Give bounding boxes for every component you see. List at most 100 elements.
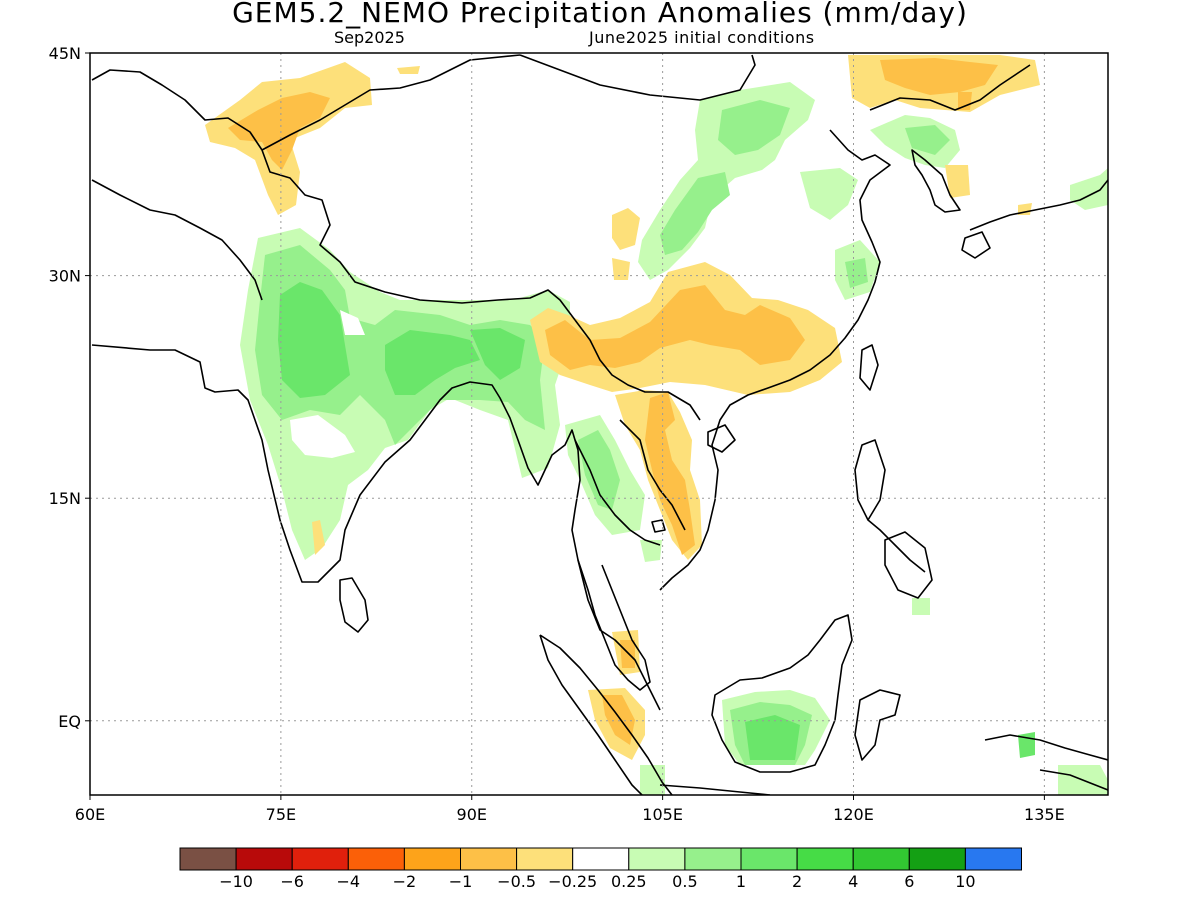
anomaly-dry-korea-spot — [945, 165, 970, 198]
anomaly-dry-indochina-core — [645, 392, 695, 555]
coastline-china-east — [659, 129, 891, 591]
border-indochina — [574, 319, 701, 421]
lon-tick-label: 120E — [833, 805, 874, 824]
anomaly-wet-korea-core — [905, 125, 950, 155]
legend-label: −0.25 — [548, 872, 597, 891]
lon-tick-label: 105E — [642, 805, 683, 824]
legend-label: 2 — [792, 872, 802, 891]
coastline-india — [91, 344, 661, 711]
axis-labels: 60E 75E 90E 105E 120E 135E 45N 30N 15N EQ — [49, 44, 1065, 824]
coastline-mindanao — [884, 531, 933, 599]
initial-conditions: June2025 initial conditions — [589, 28, 815, 47]
legend-label: 6 — [904, 872, 914, 891]
coastline-borneo — [711, 614, 853, 773]
coastline-hainan — [707, 424, 736, 453]
anomaly-dry-india-spot — [312, 520, 325, 555]
legend-swatch — [740, 847, 798, 871]
coastline-japan — [969, 179, 1108, 231]
border-thailand — [574, 439, 661, 546]
anomaly-dry-korea-spot2 — [958, 92, 972, 110]
anomaly-gap-india-2 — [340, 310, 365, 335]
legend-label: 4 — [848, 872, 858, 891]
anomaly-wet-yangtze-core — [845, 258, 868, 288]
anomaly-dry-manchuria-core — [880, 58, 998, 95]
anomaly-wet-bengal-core — [385, 330, 480, 395]
coastline-korea — [911, 149, 961, 213]
anomaly-dry-southchina-core — [545, 285, 805, 370]
anomaly-wet-india-core — [278, 282, 350, 398]
legend-swatch — [908, 847, 966, 871]
coastline-sri-lanka — [339, 577, 369, 633]
color-legend: −10 −6 −4 −2 −1 −0.5 −0.25 0.25 0.5 1 2 4 6 10 — [179, 847, 1023, 891]
anomaly-dry-small-2 — [612, 258, 630, 280]
border-china-west — [261, 54, 521, 151]
legend-label: −2 — [393, 872, 417, 891]
legend-label: −6 — [280, 872, 304, 891]
map-title: GEM5.2_NEMO Precipitation Anomalies (mm/… — [232, 0, 968, 29]
anomaly-wet-philippines — [912, 598, 930, 615]
lon-tick-label: 90E — [457, 805, 487, 824]
anomaly-wet-celebes — [1018, 732, 1035, 758]
coastline-new-guinea — [984, 734, 1108, 791]
anomaly-dry-malaysia-core — [620, 640, 635, 668]
anomaly-wet-northeast — [470, 328, 525, 380]
legend-label: 0.5 — [672, 872, 697, 891]
legend-swatch — [179, 847, 237, 871]
lon-tick-label: 135E — [1024, 805, 1065, 824]
legend-swatch — [347, 847, 405, 871]
anomaly-wet-japan — [1070, 168, 1108, 210]
anomaly-dry-sumatra-core — [602, 695, 635, 745]
legend-swatch — [796, 847, 854, 871]
legend-label: 1 — [736, 872, 746, 891]
legend-swatch — [516, 847, 574, 871]
legend-swatch — [852, 847, 910, 871]
lon-tick-label: 75E — [266, 805, 296, 824]
anomaly-wet-eastchina — [800, 168, 858, 220]
coastline-sumatra — [539, 634, 673, 795]
legend-label: −4 — [337, 872, 361, 891]
border-mongolia — [519, 54, 756, 101]
legend-label: −10 — [219, 872, 253, 891]
border-afghanistan — [91, 179, 263, 301]
legend-label: −1 — [449, 872, 473, 891]
coastline-malay — [577, 559, 651, 691]
legend-swatch — [291, 847, 349, 871]
anomaly-wet-northchina-mid — [660, 172, 730, 255]
anomaly-dry-small — [397, 66, 420, 74]
legend-swatch — [628, 847, 686, 871]
lake-tonle-sap — [651, 519, 666, 533]
anomaly-wet-indochina-core — [578, 430, 620, 510]
legend-swatch — [460, 847, 518, 871]
coastlines — [91, 54, 1108, 795]
coastline-java — [659, 784, 771, 795]
legend-label: −0.5 — [497, 872, 536, 891]
legend-swatch — [235, 847, 293, 871]
legend-swatch — [964, 847, 1023, 871]
legend-swatch — [572, 847, 630, 871]
lat-tick-label: EQ — [58, 712, 81, 731]
legend-label: 0.25 — [611, 872, 647, 891]
anomaly-wet-borneo-core — [745, 715, 800, 760]
border-laos — [619, 419, 686, 531]
coastline-luzon — [854, 439, 886, 521]
legend-swatch — [684, 847, 742, 871]
legend-label: 10 — [955, 872, 975, 891]
anomaly-wet-northchina-core — [718, 100, 790, 155]
border-northwest — [91, 69, 576, 321]
coastline-taiwan — [859, 344, 879, 391]
border-korea — [869, 64, 1031, 111]
lat-tick-label: 30N — [49, 267, 81, 286]
lon-tick-label: 60E — [75, 805, 105, 824]
legend-swatch — [403, 847, 461, 871]
coastline-visayas — [867, 519, 926, 573]
anomaly-fields — [205, 55, 1108, 795]
coastline-sulawesi — [854, 689, 901, 761]
anomaly-gap-india — [290, 415, 355, 458]
coastline-japan-kyushu — [961, 231, 991, 259]
map-grid — [90, 53, 1108, 795]
forecast-month: Sep2025 — [334, 28, 405, 47]
lat-tick-label: 45N — [49, 44, 81, 63]
anomaly-dry-kashmir-core — [228, 92, 330, 170]
plot-frame — [89, 52, 1109, 796]
